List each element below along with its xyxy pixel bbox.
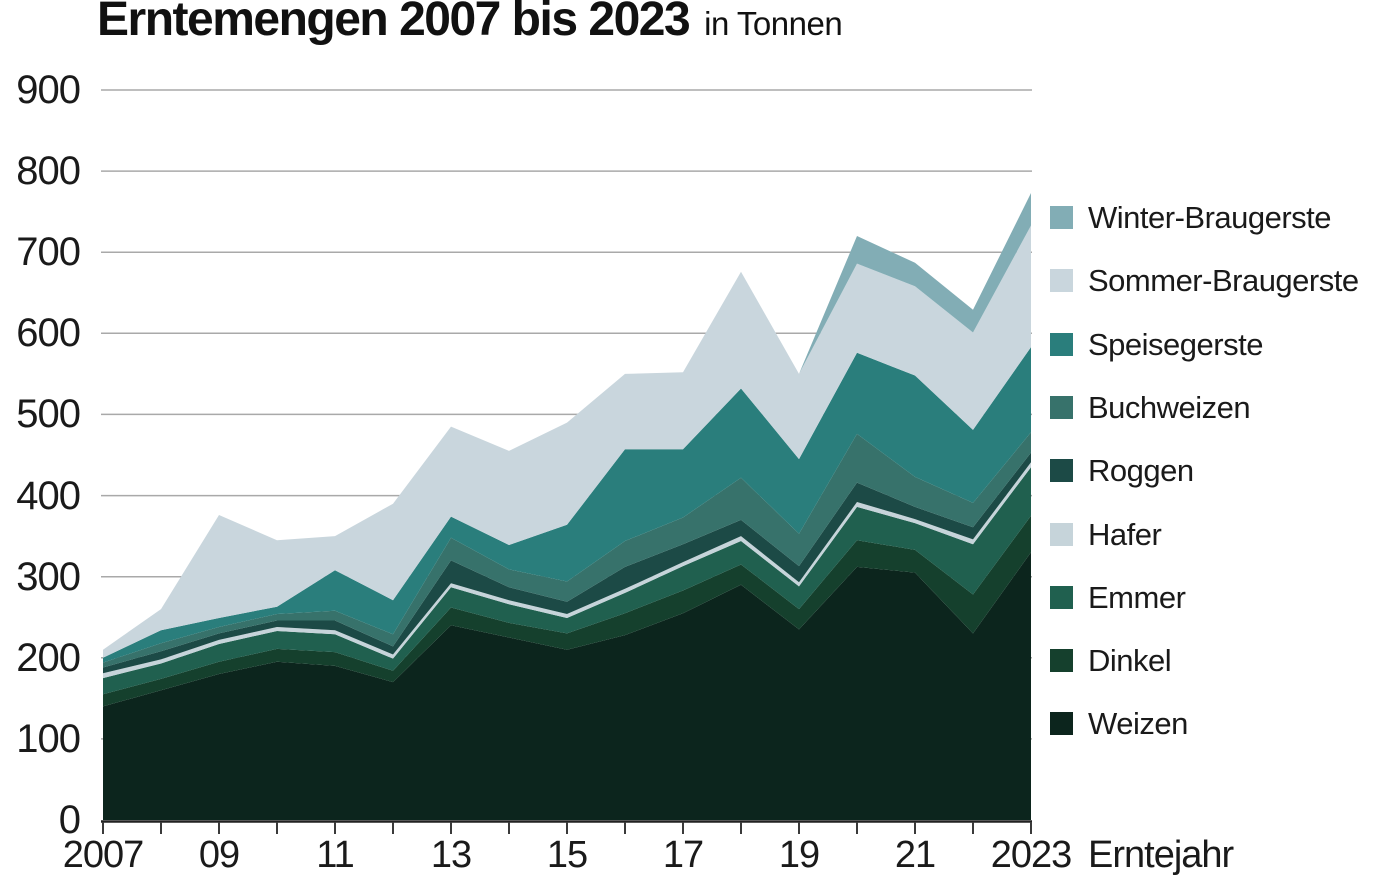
legend-color-swatch [1050,712,1073,735]
legend-item-hafer: Hafer [1050,517,1162,555]
area-series-weizen [103,552,1031,820]
area-series-sommer-braugerste [103,225,1031,658]
y-axis-tick-label-900: 900 [16,68,81,112]
legend-item-speisegerste: Speisegerste [1050,327,1263,365]
legend-item-weizen: Weizen [1050,706,1188,744]
chart-title-row: Erntemengen 2007 bis 2023 in Tonnen [97,0,843,47]
chart-title: Erntemengen 2007 bis 2023 [97,0,691,46]
legend-label: Winter-Braugerste [1088,200,1332,235]
legend-color-swatch [1050,523,1073,546]
y-axis-tick-label-700: 700 [16,230,81,274]
area-series-dinkel [103,515,1031,707]
legend-item-dinkel: Dinkel [1050,643,1172,681]
y-axis-tick-label-500: 500 [16,392,81,436]
legend-label: Emmer [1088,580,1186,615]
legend-label: Speisegerste [1088,327,1263,362]
x-axis-tick-label-2019: 19 [778,834,820,876]
y-axis-tick-label-800: 800 [16,149,81,193]
y-axis-tick-label-100: 100 [16,717,81,761]
legend-color-swatch [1050,206,1073,229]
legend-label: Hafer [1088,517,1162,552]
y-axis-tick-label-300: 300 [16,555,81,599]
legend-item-sommer-braugerste: Sommer-Braugerste [1050,263,1359,301]
x-axis-tick-label-2009: 09 [198,834,240,876]
x-axis-tick-label-2021: 21 [894,834,936,876]
y-axis-tick-label-200: 200 [16,636,81,680]
x-axis-tick-label-2015: 15 [546,834,588,876]
x-axis-title: Erntejahr [1088,834,1234,876]
legend-label: Roggen [1088,453,1194,488]
legend-label: Dinkel [1088,643,1172,678]
legend-color-swatch [1050,333,1073,356]
y-axis-tick-label-0: 0 [58,798,81,842]
legend-color-swatch [1050,586,1073,609]
legend-item-buchweizen: Buchweizen [1050,390,1251,428]
x-axis-tick-label-2017: 17 [662,834,704,876]
legend-item-roggen: Roggen [1050,453,1194,491]
y-axis-tick-label-600: 600 [16,311,81,355]
x-axis-tick-label-2013: 13 [430,834,472,876]
y-axis-tick-label-400: 400 [16,474,81,518]
area-series-speisegerste [103,347,1031,663]
area-series-emmer [103,467,1031,695]
x-axis-tick-label-2007: 2007 [62,834,145,876]
legend-color-swatch [1050,459,1073,482]
x-axis-tick-label-2011: 11 [316,834,354,876]
legend-label: Buchweizen [1088,390,1251,425]
legend-color-swatch [1050,396,1073,419]
legend-color-swatch [1050,649,1073,672]
legend-item-emmer: Emmer [1050,580,1186,618]
x-axis-tick-label-2023: 2023 [990,834,1073,876]
legend-label: Sommer-Braugerste [1088,263,1359,298]
legend-item-winter-braugerste: Winter-Braugerste [1050,200,1332,238]
legend-color-swatch [1050,269,1073,292]
legend-label: Weizen [1088,706,1188,741]
chart-title-unit: in Tonnen [704,5,843,42]
